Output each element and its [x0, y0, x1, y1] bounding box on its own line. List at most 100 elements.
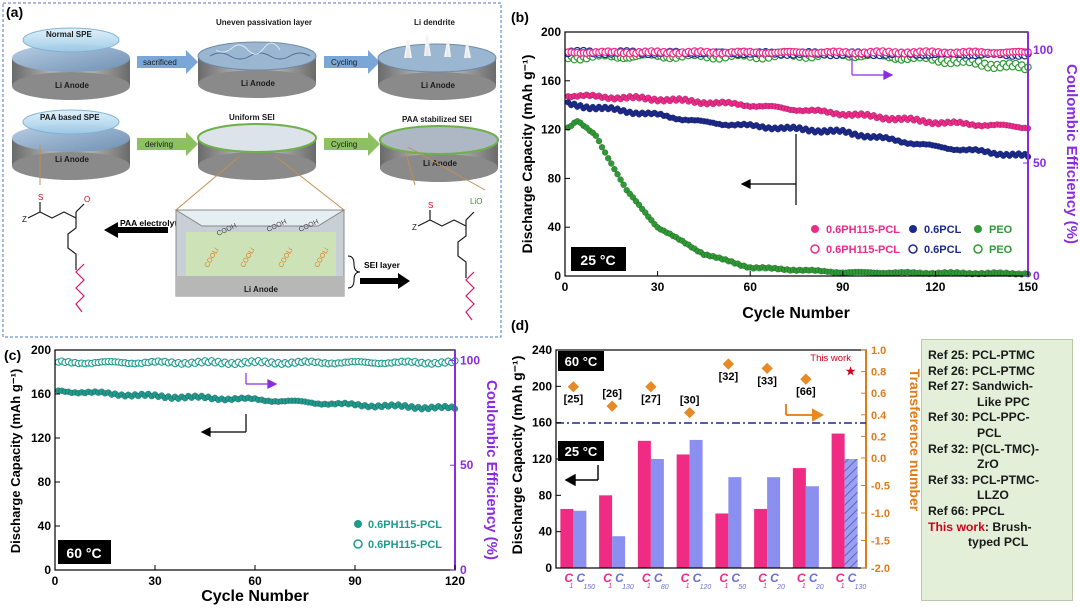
- x-tick-label: 90: [348, 574, 362, 588]
- svg-text:Li Anode: Li Anode: [244, 285, 278, 294]
- panel-a-schematic: (a) Normal SPE Li Anode sacrificed Uneve…: [2, 2, 502, 338]
- ref-line: Ref 66: PPCL: [928, 503, 1005, 518]
- category-sub-later: 50: [738, 584, 746, 591]
- y2-tick-label: 0.0: [871, 453, 886, 465]
- svg-text:Cycling: Cycling: [331, 140, 357, 149]
- bar-first-cycle: [599, 495, 613, 568]
- peo-capacity-point: [598, 143, 606, 151]
- svg-text:Li Anode: Li Anode: [241, 79, 275, 88]
- paa-molecule-left: Z S O: [22, 193, 90, 313]
- bar-later-cycle: [650, 459, 664, 568]
- ref-line: Like PPC: [977, 394, 1030, 409]
- y2-tick-label: 100: [1033, 43, 1053, 57]
- panel-c-ylabel: Discharge Capacity (mAh g⁻¹): [8, 369, 23, 554]
- arrow-cycling-2: Cycling: [324, 132, 380, 156]
- category-sub-later: 130: [622, 584, 634, 591]
- ref-line: PCL: [977, 425, 1002, 440]
- peo-capacity-point: [642, 209, 649, 216]
- category-sub-first: 1: [763, 583, 767, 590]
- x-tick-label: 30: [148, 574, 162, 588]
- svg-text:LiO: LiO: [470, 197, 482, 206]
- arrow-sacrificed: sacrificed: [137, 50, 198, 74]
- transference-ref-label: [26]: [602, 388, 622, 400]
- transference-diamond: [800, 373, 812, 385]
- svg-text:0.6PH115-PCL: 0.6PH115-PCL: [368, 519, 442, 531]
- panel-d-marks: [25] [26] [27] [30][32] [33][66]★This workC1…: [560, 353, 866, 591]
- category-label-later: C: [848, 571, 857, 585]
- svg-text:0.6PH115-PCL: 0.6PH115-PCL: [368, 539, 442, 551]
- peo-capacity-point: [614, 170, 621, 178]
- disc-normal-spe: Normal SPE Li Anode: [12, 27, 130, 100]
- transference-ref-label: [30]: [680, 395, 700, 407]
- panel-c-arrow-capacity: [200, 414, 247, 437]
- peo-capacity-point: [611, 165, 618, 173]
- peo-capacity-point: [608, 160, 615, 167]
- label-uniform-sei: Uniform SEI: [229, 113, 275, 122]
- panel-d-temp60-box: [558, 351, 604, 371]
- panel-d-ylabel: Discharge Capacity (mAh g⁻¹): [509, 356, 525, 555]
- ref-line: ZrO: [977, 457, 999, 472]
- svg-text:deriving: deriving: [145, 140, 173, 149]
- bar-later-cycle: [612, 536, 626, 568]
- category-label-later: C: [576, 571, 585, 585]
- paa-electrolyte-label: PAA electrolyte: [104, 218, 182, 238]
- disc-uneven-passivation: Uneven passivation layer Li Anode: [197, 18, 317, 98]
- y2-tick-label: -2.0: [871, 563, 890, 575]
- panel-c-frame: [54, 349, 456, 571]
- paa-molecule-right: Z S LiO: [412, 197, 482, 321]
- svg-text:Z: Z: [22, 215, 27, 224]
- y-tick-label: 40: [38, 519, 52, 533]
- bar-first-cycle: [831, 433, 845, 568]
- bar-first-cycle: [676, 454, 690, 568]
- y-tick-label: 200: [532, 379, 552, 393]
- y-tick-label: 0: [545, 561, 552, 575]
- panel-c-temp-box: [58, 540, 111, 564]
- label-paa-stabilized: PAA stabilized SEI: [402, 115, 472, 124]
- x-tick-label: 120: [925, 280, 945, 294]
- y-tick-label: 120: [541, 123, 561, 137]
- svg-text:PAA electrolyte: PAA electrolyte: [120, 218, 182, 228]
- category-sub-later: 20: [776, 584, 785, 591]
- category-label-first: C: [603, 571, 612, 585]
- arrow-cycling-1: Cycling: [324, 50, 380, 74]
- ref-line: Ref 33: PCL-PTMC-: [928, 472, 1040, 487]
- disc-paa-stabilized-sei: PAA stabilized SEI Li Anode: [379, 115, 499, 182]
- panel-a-tag: (a): [6, 4, 23, 20]
- bar-later-cycle: [805, 486, 819, 568]
- transference-star: ★: [845, 364, 857, 379]
- svg-text:0.6PH115-PCL: 0.6PH115-PCL: [826, 244, 900, 256]
- y2-tick-label: 100: [460, 353, 480, 367]
- x-tick-label: 150: [1018, 280, 1038, 294]
- category-label-first: C: [797, 571, 806, 585]
- y-tick-label: 40: [548, 220, 562, 234]
- svg-text:sacrificed: sacrificed: [143, 58, 177, 67]
- bar-first-cycle: [754, 508, 768, 568]
- svg-text:0.6PCL: 0.6PCL: [924, 224, 962, 236]
- label-li-dendrite: Li dendrite: [414, 18, 455, 27]
- panel-b-temp-box: [571, 247, 626, 271]
- sei-magnified-box: Li Anode COOH COOH COOH COOLi COOLi COOL…: [174, 209, 346, 297]
- peo-capacity-point: [620, 181, 627, 189]
- svg-text:Li Anode: Li Anode: [421, 81, 455, 90]
- y2-tick-label: 50: [460, 458, 474, 472]
- panel-b-marks: [564, 46, 1032, 278]
- category-label-first: C: [836, 571, 845, 585]
- peo-capacity-point: [601, 149, 609, 156]
- peo-capacity-point: [592, 132, 600, 140]
- category-sub-first: 1: [569, 583, 573, 590]
- y2-tick-label: 0.2: [871, 431, 886, 443]
- svg-text:Li Anode: Li Anode: [423, 159, 457, 168]
- svg-text:0.6PCL: 0.6PCL: [924, 244, 962, 256]
- category-label-later: C: [809, 571, 818, 585]
- category-label-later: C: [770, 571, 779, 585]
- arrow-deriving: deriving: [137, 132, 198, 156]
- y2-tick-label: -1.0: [871, 508, 890, 520]
- y-tick-label: 240: [532, 343, 552, 357]
- ref-line: Ref 30: PCL-PPC-: [928, 410, 1030, 425]
- svg-text:Z: Z: [412, 223, 417, 232]
- panel-c-tag: (c): [4, 347, 21, 363]
- category-sub-first: 1: [841, 583, 845, 590]
